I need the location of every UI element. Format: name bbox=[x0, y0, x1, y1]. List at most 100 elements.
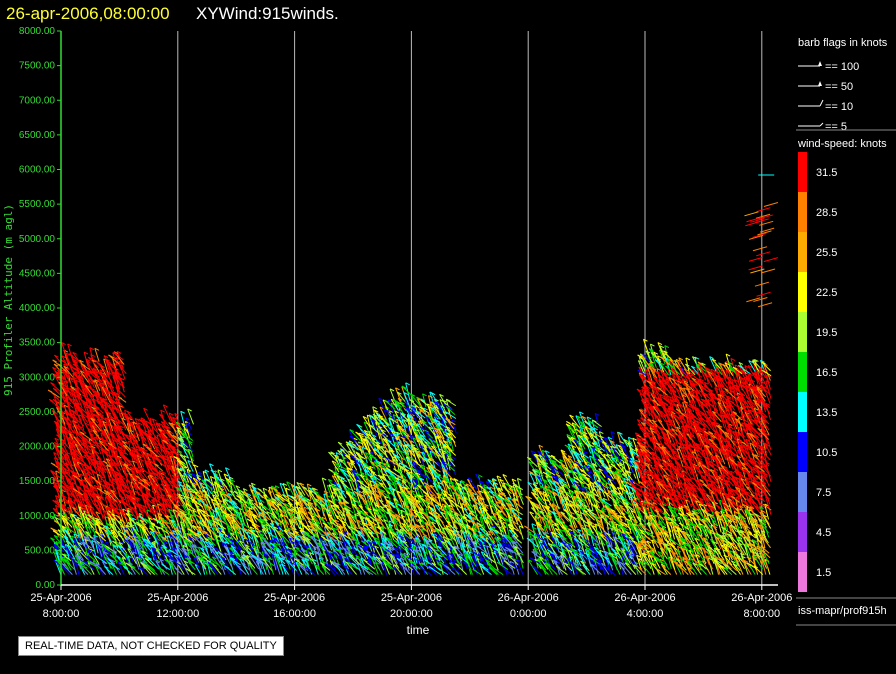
wind-barb-tick bbox=[134, 418, 140, 421]
wind-barb-tick bbox=[74, 560, 80, 563]
wind-barb-tick bbox=[97, 418, 102, 422]
wind-barb bbox=[182, 563, 190, 575]
wind-barb-tick bbox=[124, 529, 129, 533]
wind-barb-tick bbox=[165, 476, 171, 480]
wind-barb-tick bbox=[175, 544, 180, 548]
wind-barb bbox=[78, 506, 87, 524]
wind-barb bbox=[64, 544, 70, 561]
wind-barb bbox=[83, 492, 91, 503]
wind-barb-tick bbox=[84, 538, 89, 542]
wind-barb-tick bbox=[119, 425, 124, 429]
wind-barb bbox=[63, 380, 72, 398]
wind-barb bbox=[174, 496, 181, 512]
wind-barb-tick bbox=[118, 427, 124, 431]
wind-barb bbox=[84, 525, 92, 538]
wind-barb bbox=[54, 545, 64, 558]
wind-barb-tick bbox=[94, 492, 99, 496]
wind-barb bbox=[181, 513, 190, 529]
wind-barb bbox=[183, 548, 192, 560]
wind-barb bbox=[87, 503, 96, 516]
wind-barb-tick bbox=[99, 459, 104, 463]
wind-barb-tick bbox=[89, 510, 95, 514]
wind-barb bbox=[61, 563, 73, 575]
wind-barb-tick bbox=[108, 497, 113, 501]
wind-barb bbox=[62, 471, 74, 487]
wind-barb bbox=[215, 507, 223, 522]
wind-barb bbox=[188, 536, 200, 550]
wind-barb-tick bbox=[111, 513, 116, 517]
wind-barb bbox=[113, 415, 124, 426]
wind-barb-tick bbox=[136, 448, 141, 452]
wind-barb-tick bbox=[144, 459, 149, 463]
wind-barb bbox=[110, 518, 118, 532]
wind-barb bbox=[110, 517, 122, 532]
wind-barb bbox=[179, 454, 188, 464]
wind-barb-tick bbox=[101, 542, 107, 546]
wind-barb-tick bbox=[220, 490, 226, 494]
wind-barb-tick bbox=[131, 446, 136, 450]
wind-barb bbox=[146, 446, 158, 457]
wind-barb bbox=[129, 453, 140, 463]
wind-barb bbox=[101, 386, 112, 404]
wind-barb bbox=[120, 525, 126, 539]
wind-barb bbox=[86, 398, 98, 410]
wind-barb-tick bbox=[50, 527, 55, 531]
wind-barb-tick bbox=[71, 443, 76, 447]
wind-barb bbox=[69, 514, 77, 529]
wind-barb-tick bbox=[171, 519, 176, 523]
wind-barb-tick bbox=[217, 527, 223, 530]
wind-barb bbox=[172, 559, 184, 570]
wind-barb-tick bbox=[52, 398, 58, 402]
wind-barb bbox=[104, 540, 113, 550]
wind-barb-tick bbox=[96, 487, 101, 491]
wind-barb-tick bbox=[90, 519, 96, 523]
wind-barb-tick bbox=[187, 551, 192, 554]
wind-barb-tick bbox=[163, 525, 168, 529]
wind-barb-tick bbox=[54, 484, 60, 488]
wind-barb-tick bbox=[71, 490, 77, 493]
wind-barb bbox=[140, 469, 149, 480]
wind-barb-tick bbox=[214, 550, 220, 554]
wind-barb bbox=[106, 382, 117, 398]
wind-barb-tick bbox=[124, 553, 129, 556]
wind-barb bbox=[172, 509, 181, 529]
wind-barb bbox=[93, 372, 103, 388]
wind-barb bbox=[68, 509, 77, 519]
wind-barb-tick bbox=[73, 367, 79, 371]
wind-barb bbox=[220, 520, 228, 540]
wind-barb-tick bbox=[50, 470, 55, 473]
wind-barb bbox=[146, 503, 156, 517]
wind-barb bbox=[85, 517, 95, 526]
wind-barb-tick bbox=[119, 540, 125, 544]
wind-barb-tick bbox=[85, 516, 90, 520]
wind-barb-tick bbox=[211, 548, 217, 552]
wind-barb bbox=[90, 446, 102, 461]
wind-barb-tick bbox=[81, 541, 86, 545]
wind-barb bbox=[67, 498, 77, 510]
wind-barb-tick bbox=[98, 479, 103, 483]
wind-barb bbox=[64, 367, 74, 383]
wind-barb-tick bbox=[159, 502, 164, 506]
wind-barb-tick bbox=[131, 452, 137, 456]
wind-barb-tick bbox=[169, 531, 174, 535]
wind-barb-tick bbox=[117, 545, 123, 549]
wind-barb-tick bbox=[148, 453, 153, 457]
wind-barb bbox=[167, 450, 178, 463]
wind-barb-tick bbox=[73, 359, 78, 363]
wind-barb bbox=[64, 399, 74, 409]
wind-barb bbox=[112, 439, 118, 455]
wind-barb-tick bbox=[183, 547, 188, 551]
wind-barb bbox=[88, 370, 97, 379]
wind-barb bbox=[180, 411, 186, 429]
wind-barb-tick bbox=[102, 397, 108, 401]
wind-barb-tick bbox=[77, 522, 83, 526]
wind-barb-tick bbox=[76, 478, 81, 482]
wind-barb bbox=[187, 548, 196, 558]
wind-barb bbox=[212, 510, 219, 528]
wind-barb bbox=[177, 512, 188, 525]
wind-barb bbox=[83, 535, 95, 546]
wind-barb bbox=[74, 387, 83, 399]
wind-barb bbox=[82, 560, 95, 571]
wind-barb-tick bbox=[117, 530, 123, 534]
wind-barb-tick bbox=[72, 513, 78, 517]
